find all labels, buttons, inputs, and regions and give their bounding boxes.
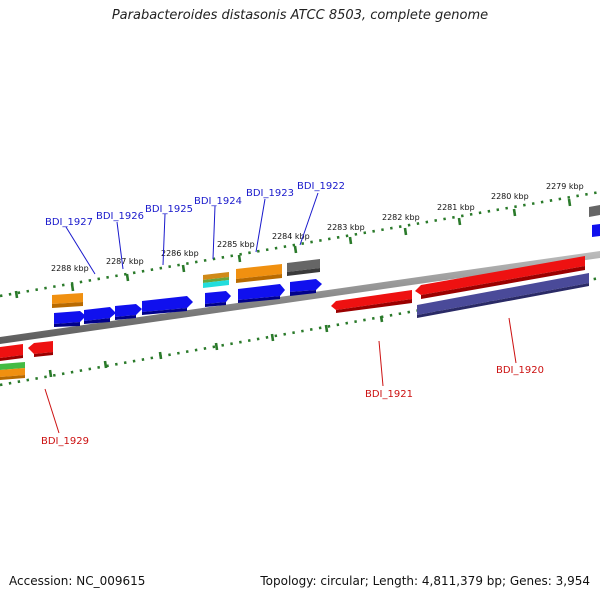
- kbp-labels: 2279 kbp 2280 kbp 2281 kbp 2282 kbp 2283…: [51, 182, 584, 273]
- gene-label[interactable]: BDI_1927: [45, 217, 93, 228]
- gene-feature-orange[interactable]: [52, 293, 83, 308]
- label-leaders: [44, 192, 517, 434]
- gene-feature-blue[interactable]: [205, 291, 231, 307]
- reverse-gene-labels: BDI_1920 BDI_1921 BDI_1929: [41, 365, 544, 447]
- kbp-label: 2284 kbp: [272, 232, 310, 241]
- gene-feature-red[interactable]: [415, 256, 585, 299]
- kbp-label: 2280 kbp: [491, 192, 529, 201]
- forward-gene-labels: BDI_1922 BDI_1923 BDI_1924 BDI_1925 BDI_…: [45, 181, 345, 228]
- gene-label[interactable]: BDI_1920: [496, 365, 544, 376]
- gene-feature-orange[interactable]: [236, 264, 282, 283]
- accession-text: Accession: NC_009615: [9, 574, 146, 588]
- kbp-label: 2281 kbp: [437, 203, 475, 212]
- kbp-label: 2283 kbp: [327, 223, 365, 232]
- gene-feature-purple[interactable]: [417, 273, 589, 318]
- genome-summary-text: Topology: circular; Length: 4,811,379 bp…: [260, 574, 590, 588]
- gene-feature-blue[interactable]: [115, 304, 142, 320]
- gene-label[interactable]: BDI_1925: [145, 204, 193, 215]
- kbp-label: 2285 kbp: [217, 240, 255, 249]
- gene-label[interactable]: BDI_1921: [365, 389, 413, 400]
- reverse-features[interactable]: [0, 256, 589, 380]
- gene-feature-gray[interactable]: [287, 259, 320, 276]
- gene-feature-blue[interactable]: [84, 307, 116, 324]
- gene-label[interactable]: BDI_1929: [41, 436, 89, 447]
- gene-feature-blue[interactable]: [142, 296, 193, 315]
- gene-label[interactable]: BDI_1923: [246, 188, 294, 199]
- kbp-label: 2279 kbp: [546, 182, 584, 191]
- genome-backbone: [0, 251, 600, 344]
- gene-feature-green-orange[interactable]: [0, 362, 25, 380]
- gene-feature-blue[interactable]: [290, 279, 322, 296]
- kbp-label: 2287 kbp: [106, 257, 144, 266]
- forward-features[interactable]: [52, 205, 600, 327]
- gene-feature-multi[interactable]: [203, 272, 229, 288]
- genome-title: Parabacteroides distasonis ATCC 8503, co…: [111, 8, 489, 23]
- gene-feature-red[interactable]: [0, 344, 23, 361]
- gene-feature-blue[interactable]: [54, 311, 86, 327]
- kbp-label: 2286 kbp: [161, 249, 199, 258]
- gene-feature-blue[interactable]: [592, 224, 600, 237]
- gene-feature-gray[interactable]: [589, 205, 600, 217]
- gene-label[interactable]: BDI_1922: [297, 181, 345, 192]
- kbp-label: 2288 kbp: [51, 264, 89, 273]
- kbp-label: 2282 kbp: [382, 213, 420, 222]
- gene-label[interactable]: BDI_1924: [194, 196, 242, 207]
- gene-feature-red[interactable]: [28, 341, 53, 357]
- gene-feature-red[interactable]: [331, 290, 412, 313]
- gene-label[interactable]: BDI_1926: [96, 211, 144, 222]
- gene-feature-blue[interactable]: [238, 284, 285, 303]
